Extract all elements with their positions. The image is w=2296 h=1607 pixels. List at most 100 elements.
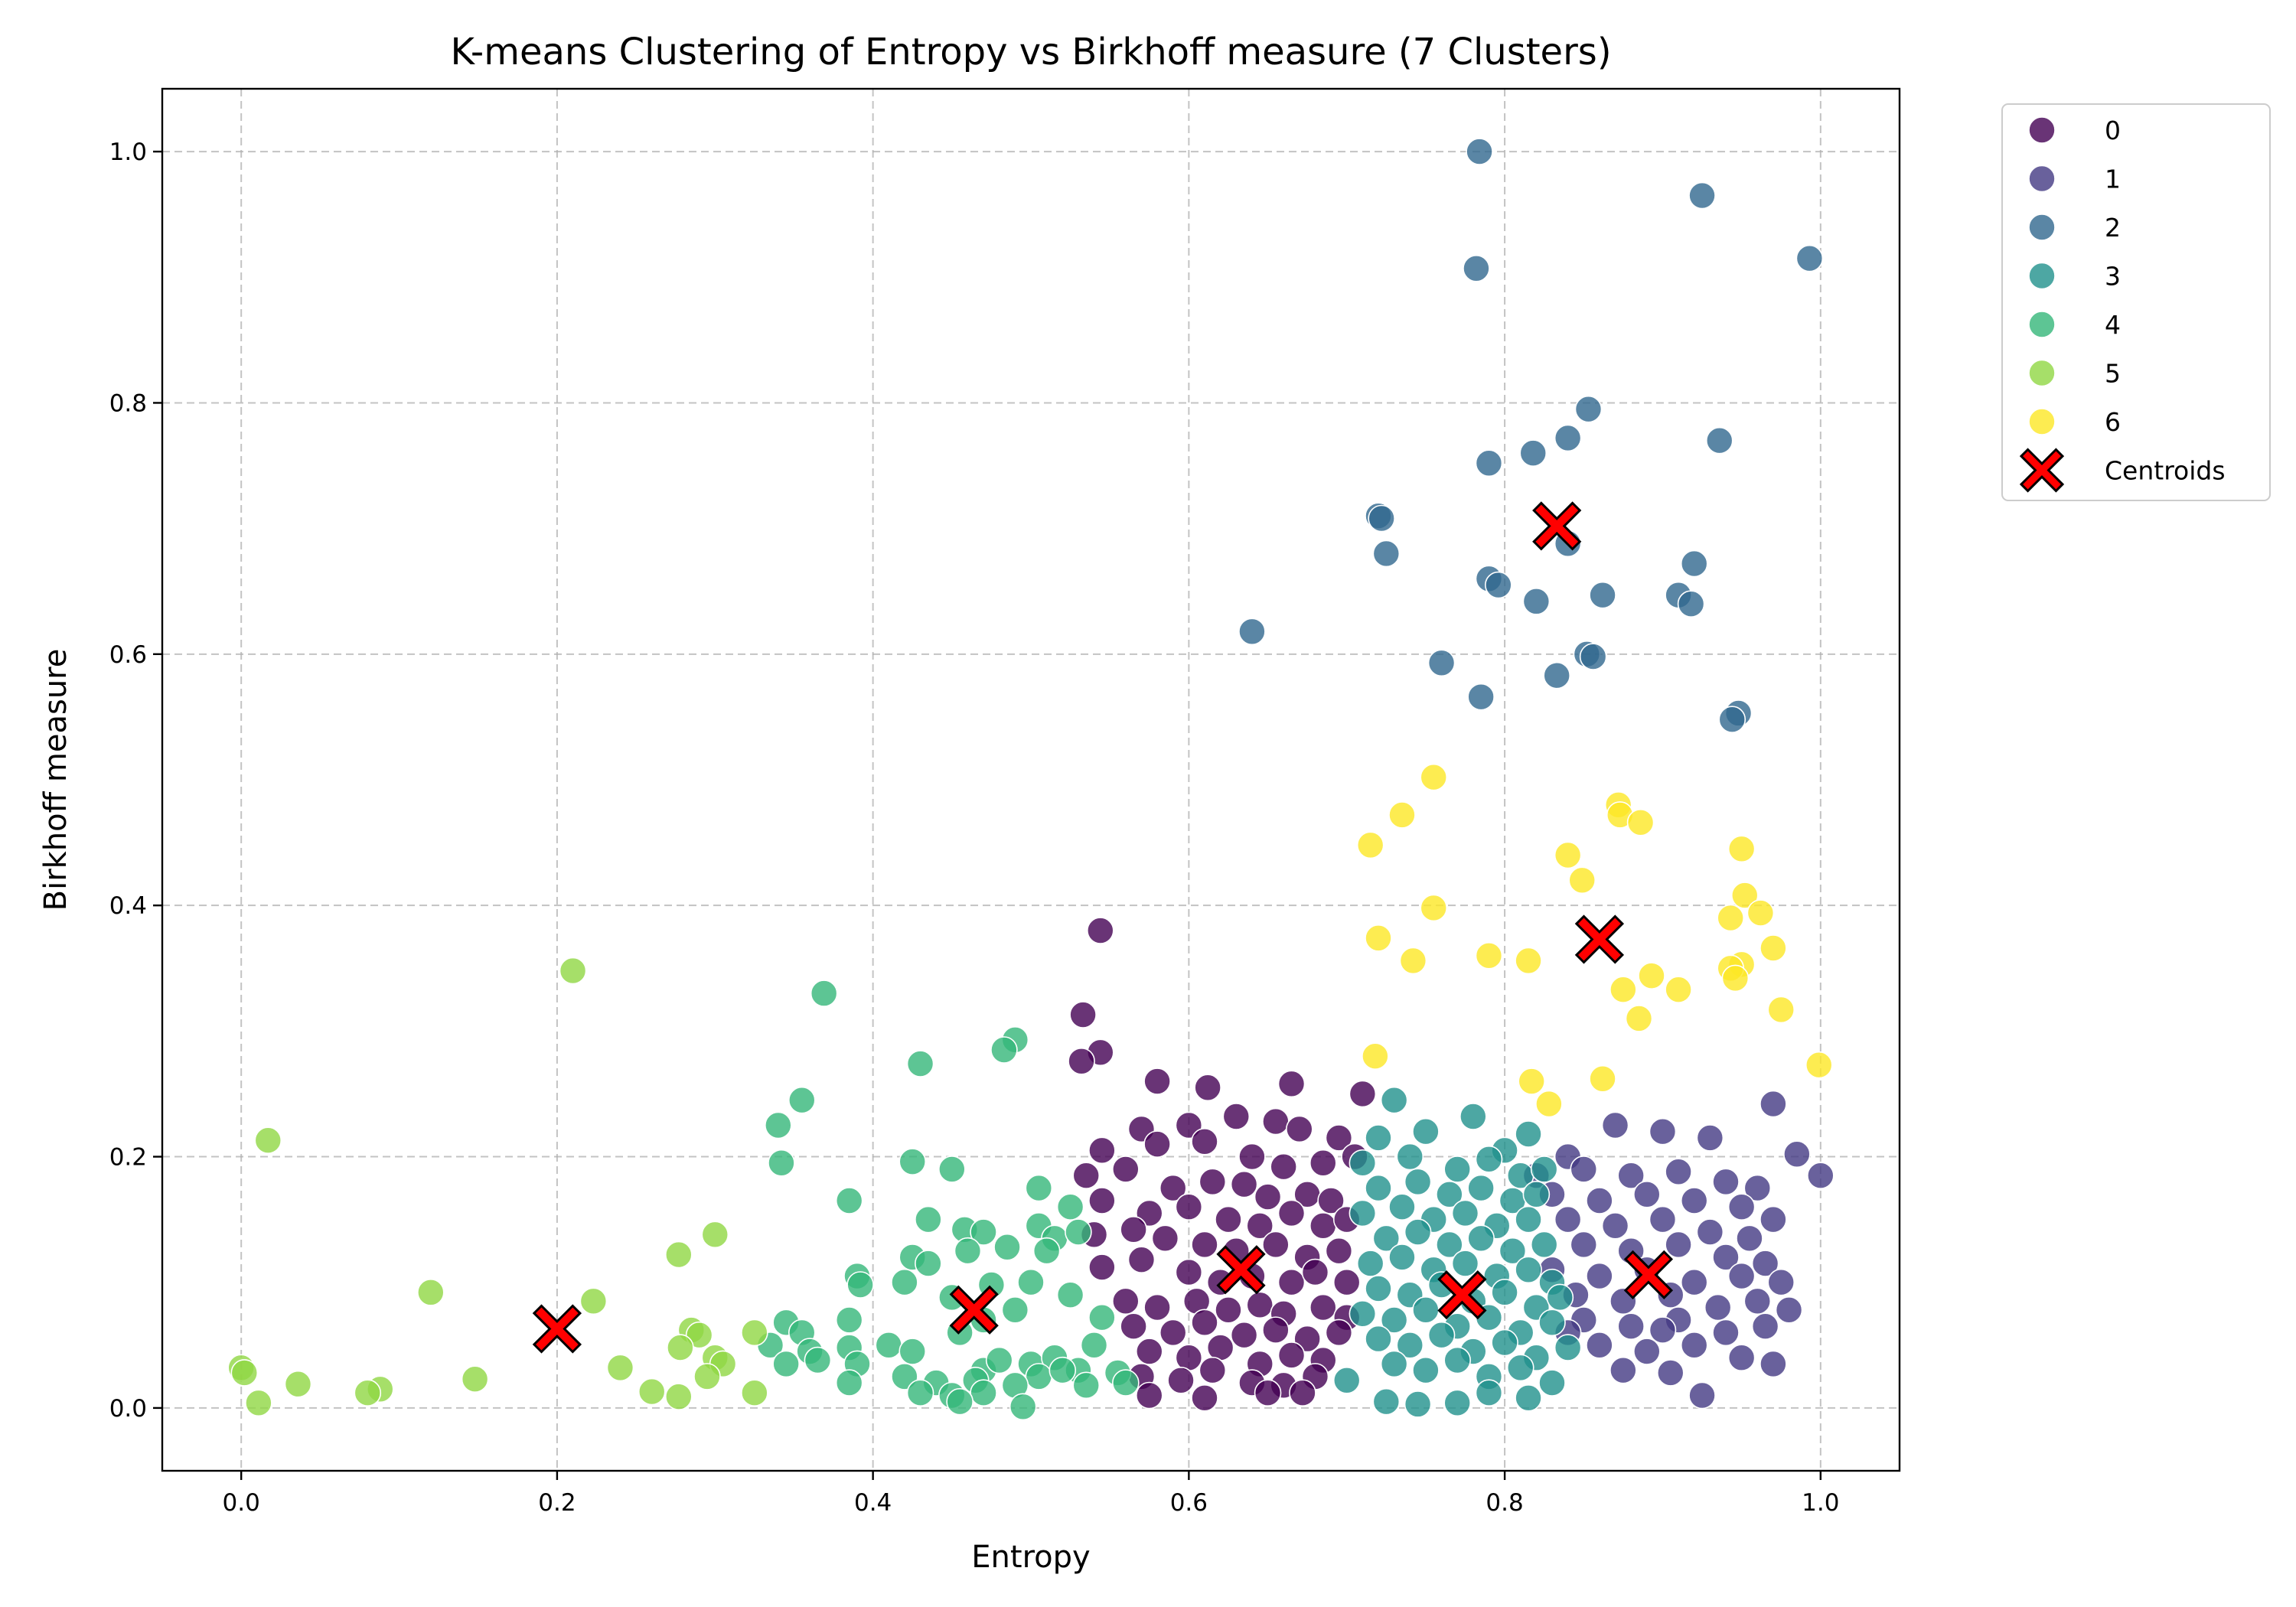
cluster-1-point [1656, 1359, 1684, 1387]
cluster-1-point [1743, 1174, 1772, 1202]
cluster-0-point [1301, 1258, 1329, 1286]
cluster-6-point [1626, 809, 1655, 836]
cluster-2-point [1705, 426, 1733, 455]
legend: 0 1 2 3 4 5 6 Centroids [2001, 103, 2271, 501]
cluster-4-point [1065, 1218, 1092, 1246]
x-axis-title: Entropy [971, 1540, 1090, 1575]
centroid-markers [532, 501, 1674, 1354]
cluster-2-point [1475, 449, 1503, 478]
cluster-5-point [254, 1126, 282, 1155]
cluster-2-point [1688, 181, 1716, 210]
cluster-0-point [1254, 1379, 1282, 1407]
cluster-4-point [1088, 1303, 1116, 1332]
cluster-4-point [993, 1233, 1021, 1261]
cluster-4-point [788, 1086, 816, 1114]
cluster-4-point [765, 1111, 792, 1139]
cluster-3-point [1396, 1332, 1424, 1359]
legend-swatch-5 [2028, 359, 2056, 387]
cluster-3-point [1515, 1120, 1542, 1148]
cluster-3-point [1349, 1299, 1377, 1328]
cluster-5-point [665, 1383, 693, 1410]
y-tick-label: 1.0 [109, 139, 147, 166]
cluster-3-point [1427, 1321, 1456, 1349]
legend-label: 4 [2105, 310, 2121, 340]
cluster-4-point [1017, 1268, 1045, 1296]
cluster-0-point [1262, 1231, 1290, 1259]
cluster-6-point [1515, 947, 1542, 975]
cluster-0-point [1068, 1047, 1095, 1075]
x-tick-label: 0.4 [854, 1489, 892, 1517]
cluster-2-point [1574, 395, 1603, 423]
cluster-3-point [1515, 1205, 1542, 1234]
cluster-1-point [1783, 1140, 1811, 1169]
cluster-3-point [1372, 1224, 1401, 1253]
cluster-5-point [579, 1287, 608, 1315]
cluster-0-point [1088, 1187, 1116, 1214]
cluster-0-point [1199, 1356, 1227, 1384]
cluster-0-point [1230, 1170, 1258, 1198]
cluster-4-point [1072, 1371, 1101, 1400]
cluster-1-point [1775, 1296, 1803, 1324]
cluster-4-point [899, 1148, 927, 1175]
cluster-0-point [1088, 1253, 1116, 1281]
cluster-1-point [1633, 1338, 1661, 1365]
cluster-6-point [1535, 1090, 1563, 1118]
cluster-2-point [1718, 706, 1746, 733]
cluster-1-point [1680, 1268, 1708, 1296]
cluster-0-point [1317, 1187, 1345, 1214]
cluster-6-point [1721, 964, 1750, 993]
cluster-3-point [1530, 1231, 1558, 1259]
cluster-3-point [1546, 1283, 1574, 1312]
cluster-3-point [1404, 1218, 1432, 1246]
cluster-0-point [1069, 1001, 1097, 1028]
y-axis-ticks: 0.0 0.2 0.4 0.6 0.8 1.0 [109, 139, 162, 1423]
cluster-3-point [1404, 1390, 1432, 1418]
cluster-1-point [1751, 1250, 1779, 1277]
cluster-6-point [1554, 841, 1582, 869]
cluster-3-point [1499, 1237, 1527, 1265]
cluster-0-point [1120, 1312, 1147, 1340]
cluster-6-point [1805, 1051, 1833, 1079]
cluster-3-point [1451, 1199, 1479, 1227]
cluster-1-point [1665, 1231, 1692, 1259]
cluster-3-point [1412, 1356, 1440, 1384]
cluster-0-point [1277, 1268, 1306, 1296]
cluster-1-point [1727, 1344, 1756, 1372]
cluster-3-point [1349, 1149, 1377, 1177]
cluster-2-point [1677, 590, 1705, 618]
cluster-3-point [1372, 1387, 1401, 1416]
cluster-6-point [1420, 763, 1448, 791]
cluster-0-point [1215, 1296, 1242, 1324]
cluster-4-point [1080, 1332, 1108, 1359]
cluster-6-point [1609, 976, 1637, 1003]
cluster-3-point [1380, 1306, 1408, 1334]
cluster-0-point [1088, 1136, 1116, 1165]
cluster-2-point [1485, 571, 1512, 599]
cluster-5-point [559, 957, 587, 985]
legend-label: 6 [2105, 407, 2121, 437]
cluster-6-point [1365, 924, 1392, 952]
cluster-4-point [835, 1369, 863, 1397]
cluster-0-point [1143, 1293, 1171, 1322]
cluster-1-point [1601, 1111, 1629, 1139]
cluster-0-point [1167, 1366, 1195, 1394]
y-tick-label: 0.8 [109, 390, 147, 417]
cluster-3-point [1365, 1124, 1392, 1152]
cluster-1-point [1696, 1124, 1724, 1152]
cluster-4-point [915, 1250, 942, 1277]
cluster-0-point [1215, 1205, 1242, 1234]
cluster-0-point [1191, 1128, 1218, 1156]
cluster-0-point [1199, 1168, 1227, 1196]
cluster-0-point [1143, 1130, 1171, 1158]
legend-swatch-3 [2028, 262, 2056, 290]
cluster-3-point [1349, 1199, 1377, 1227]
cluster-3-point [1475, 1146, 1503, 1173]
cluster-0-point [1270, 1152, 1297, 1181]
cluster-1-point [1743, 1287, 1772, 1315]
cluster-3-point [1380, 1086, 1408, 1114]
cluster-2-point [1589, 581, 1616, 609]
cluster-0-point [1072, 1162, 1101, 1189]
cluster-3-point [1436, 1231, 1463, 1259]
cluster-1-point [1727, 1193, 1756, 1221]
legend-frame [2001, 103, 2271, 501]
